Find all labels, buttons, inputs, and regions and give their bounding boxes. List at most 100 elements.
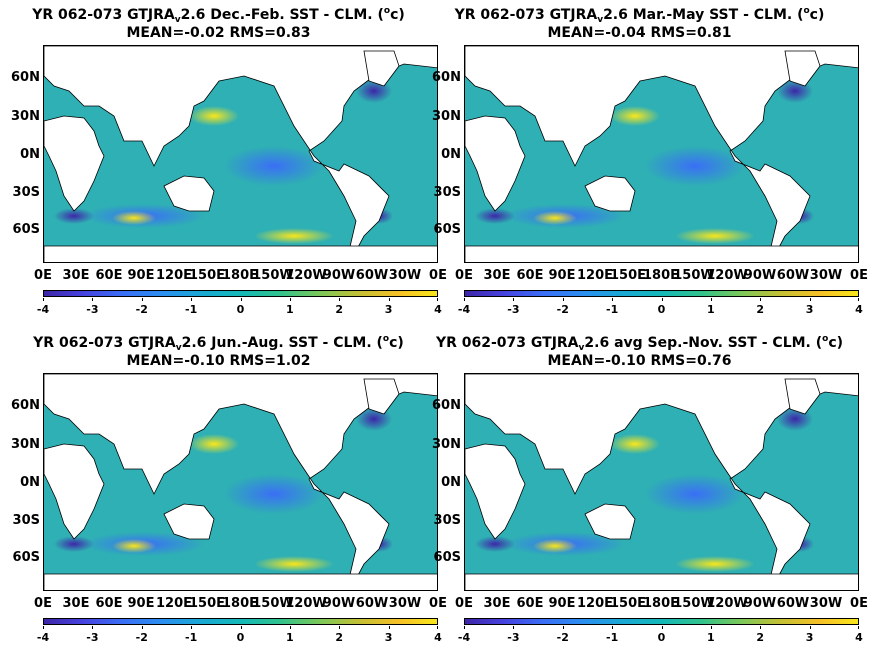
lon-tick-label: 30E <box>62 268 90 283</box>
lon-tick-label: 30E <box>483 596 511 611</box>
anomaly-blob <box>224 474 324 514</box>
panel-title: YR 062-073 GTJRAv2.6 avg Sep.-Nov. SST -… <box>421 331 858 357</box>
lon-tick-label: 0E <box>34 268 52 283</box>
colorbar-tick <box>191 298 193 301</box>
lon-tick-label: 120E <box>155 268 193 283</box>
anomaly-blob <box>189 434 239 454</box>
title-subscript: v <box>174 15 181 25</box>
colorbar <box>43 290 438 297</box>
colorbar-tick <box>760 298 762 301</box>
lon-tick-label: 150W <box>673 596 715 611</box>
colorbar-tick <box>661 298 663 301</box>
land-greenland <box>784 50 821 87</box>
title-prefix: YR 062-073 GTJRA <box>454 7 598 23</box>
land-africa <box>465 115 526 212</box>
land-greenland <box>784 378 821 415</box>
lon-tick-label: 0E <box>429 596 447 611</box>
colorbar-tick <box>562 298 564 301</box>
colorbar-tick <box>562 626 564 629</box>
anomaly-blob <box>675 556 755 572</box>
colorbar-tick <box>612 626 614 629</box>
colorbar-label: -1 <box>185 303 198 316</box>
title-subscript: v <box>597 15 604 25</box>
lon-tick-label: 60E <box>516 596 544 611</box>
land-australia <box>163 175 215 212</box>
title-subscript: v <box>175 343 182 353</box>
lon-tick-label: 150E <box>609 596 647 611</box>
lon-tick-label: 30W <box>388 596 422 611</box>
colorbar-label: -1 <box>606 631 619 644</box>
colorbar-tick <box>92 298 94 301</box>
lon-tick-label: 120E <box>576 596 614 611</box>
lon-tick-label: 180E <box>221 268 259 283</box>
anomaly-blob <box>533 539 577 553</box>
lon-tick-label: 90W <box>322 268 356 283</box>
land-antarctica <box>465 573 858 590</box>
lon-tick-label: 150E <box>188 268 226 283</box>
title-unit-sup: o <box>822 334 829 344</box>
lon-tick-label: 120W <box>706 268 748 283</box>
title-rest: 2.6 Dec.-Feb. SST - CLM. ( <box>180 7 384 23</box>
anomaly-blob <box>224 146 324 186</box>
colorbar-label: -4 <box>36 303 50 316</box>
lat-tick-label: 60S <box>433 222 461 237</box>
lon-tick-label: 0E <box>850 268 868 283</box>
colorbar-tick <box>240 626 242 629</box>
colorbar-label: 4 <box>855 631 863 644</box>
lon-tick-label: 120W <box>285 268 327 283</box>
title-rest: 2.6 Jun.-Aug. SST - CLM. ( <box>181 335 383 351</box>
title-prefix: YR 062-073 GTJRA <box>32 7 175 23</box>
panel-stats: MEAN=-0.10 RMS=0.76 <box>547 353 732 369</box>
panel-stats: MEAN=-0.04 RMS=0.81 <box>547 25 732 41</box>
colorbar-label: -3 <box>86 303 99 316</box>
lon-tick-label: 90E <box>127 596 155 611</box>
colorbar-label: 3 <box>805 631 814 644</box>
colorbar-label: 2 <box>756 631 765 644</box>
colorbar-label: 0 <box>236 631 245 644</box>
lon-tick-label: 30W <box>809 596 843 611</box>
title-rest: 2.6 avg Sep.-Nov. SST - CLM. ( <box>584 335 823 351</box>
colorbar-label: 2 <box>756 303 765 316</box>
lon-tick-label: 180E <box>642 268 680 283</box>
lon-tick-label: 150E <box>188 596 226 611</box>
land-africa <box>44 443 105 540</box>
lon-tick-label: 30W <box>809 268 843 283</box>
colorbar-label: 4 <box>855 303 863 316</box>
lat-tick-label: 30N <box>432 109 461 124</box>
land-australia <box>584 503 636 540</box>
panel-title: YR 062-073 GTJRAv2.6 Jun.-Aug. SST - CLM… <box>0 331 437 357</box>
anomaly-blob <box>54 208 94 224</box>
title-prefix: YR 062-073 GTJRA <box>435 335 579 351</box>
lon-tick-label: 90E <box>127 268 155 283</box>
colorbar-tick <box>289 626 291 629</box>
colorbar-label: 0 <box>657 303 666 316</box>
lon-tick-label: 60E <box>516 268 544 283</box>
colorbar-label: 1 <box>286 303 294 316</box>
lon-tick-label: 90W <box>322 596 356 611</box>
colorbar-label: -2 <box>556 631 569 644</box>
colorbar-label: -2 <box>135 631 148 644</box>
colorbar-tick <box>388 626 390 629</box>
lat-tick-label: 60N <box>11 398 40 413</box>
colorbar-tick <box>464 626 465 629</box>
sst-anomaly-map <box>464 45 859 263</box>
colorbar-label: 0 <box>236 303 245 316</box>
title-unit-tail: c) <box>390 7 405 23</box>
colorbar-tick <box>43 298 44 301</box>
colorbar-label: 3 <box>384 303 393 316</box>
colorbar-tick <box>464 298 465 301</box>
lon-tick-label: 60W <box>355 596 389 611</box>
colorbar-tick <box>339 298 341 301</box>
land-africa <box>44 115 105 212</box>
colorbar-label: -3 <box>86 631 99 644</box>
colorbar-tick <box>92 626 94 629</box>
lon-tick-label: 150W <box>673 268 715 283</box>
colorbar-tick <box>760 626 762 629</box>
lon-tick-label: 90W <box>743 268 777 283</box>
land-australia <box>163 503 215 540</box>
lon-tick-label: 30E <box>62 596 90 611</box>
colorbar-tick <box>612 298 614 301</box>
sst-anomaly-map <box>43 45 438 263</box>
lon-tick-label: 90E <box>548 268 576 283</box>
sst-anomaly-map <box>43 373 438 591</box>
